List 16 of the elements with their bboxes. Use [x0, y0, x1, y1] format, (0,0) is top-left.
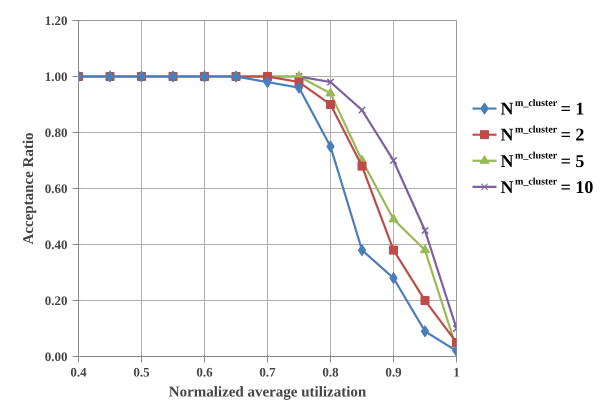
- y-tick-label: 1.20: [44, 13, 68, 28]
- x-axis-title: Normalized average utilization: [168, 384, 367, 400]
- y-tick-label: 0.60: [44, 181, 68, 196]
- y-axis-title: Acceptance Ratio: [20, 132, 37, 245]
- x-tick-label: 0.9: [385, 364, 402, 380]
- y-tick-label: 1.00: [44, 69, 68, 84]
- x-tick-label: 1: [453, 364, 460, 380]
- y-tick-label: 0.00: [44, 349, 68, 364]
- x-tick-label: 0.7: [259, 364, 276, 380]
- y-tick-label: 0.40: [44, 237, 68, 252]
- x-tick-label: 0.4: [70, 364, 88, 380]
- x-tick-label: 0.8: [322, 364, 340, 380]
- x-tick-label: 0.5: [133, 364, 150, 380]
- y-tick-label: 0.80: [44, 125, 68, 140]
- y-tick-label: 0.20: [44, 293, 68, 308]
- x-tick-label: 0.6: [196, 364, 214, 380]
